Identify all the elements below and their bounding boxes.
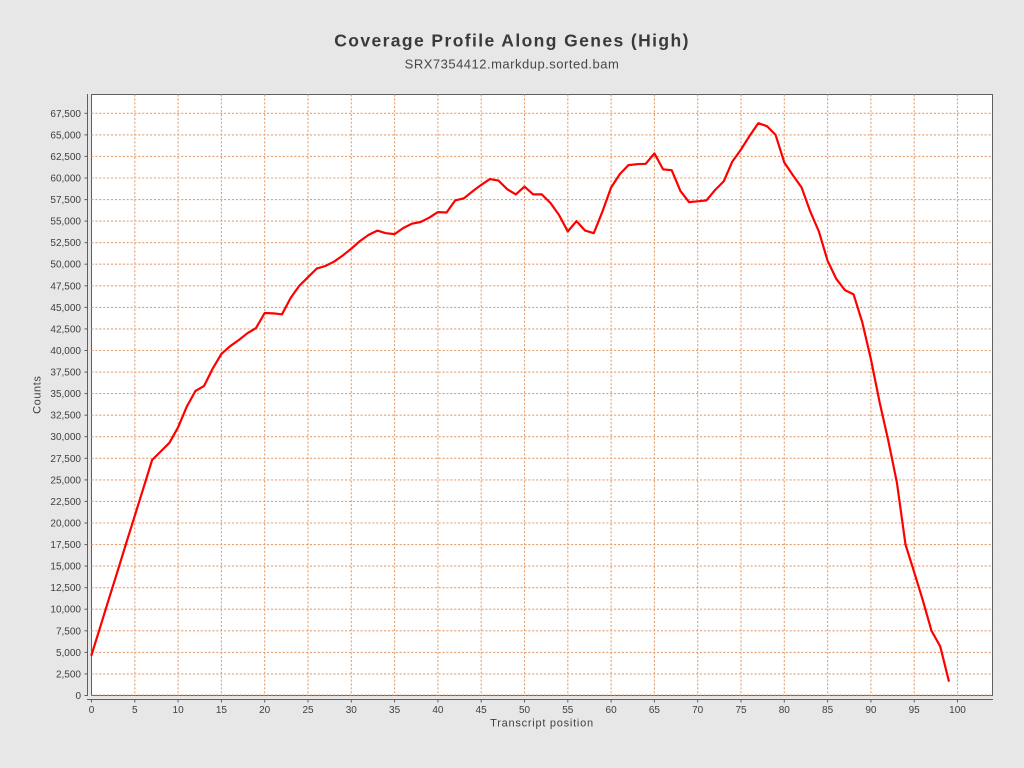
svg-text:85: 85 — [822, 705, 834, 716]
svg-text:10: 10 — [173, 705, 185, 716]
svg-text:60: 60 — [606, 705, 618, 716]
svg-text:0: 0 — [89, 705, 95, 716]
svg-text:17,500: 17,500 — [50, 540, 81, 551]
svg-text:32,500: 32,500 — [50, 411, 81, 422]
svg-text:5: 5 — [132, 705, 138, 716]
svg-text:0: 0 — [75, 691, 81, 702]
svg-text:90: 90 — [865, 705, 877, 716]
svg-text:65: 65 — [649, 705, 661, 716]
svg-text:57,500: 57,500 — [50, 195, 81, 206]
svg-text:35,000: 35,000 — [50, 389, 81, 400]
svg-text:25: 25 — [302, 705, 314, 716]
svg-text:55: 55 — [562, 705, 574, 716]
svg-text:10,000: 10,000 — [50, 605, 81, 616]
svg-text:37,500: 37,500 — [50, 368, 81, 379]
svg-text:45: 45 — [476, 705, 488, 716]
svg-text:52,500: 52,500 — [50, 238, 81, 249]
svg-text:60,000: 60,000 — [50, 174, 81, 185]
svg-text:Transcript position: Transcript position — [490, 718, 594, 730]
svg-text:27,500: 27,500 — [50, 454, 81, 465]
svg-text:50: 50 — [519, 705, 531, 716]
svg-text:Counts: Counts — [32, 375, 44, 413]
svg-text:30: 30 — [346, 705, 358, 716]
svg-text:100: 100 — [949, 705, 966, 716]
svg-text:SRX7354412.markdup.sorted.bam: SRX7354412.markdup.sorted.bam — [405, 57, 620, 72]
svg-text:55,000: 55,000 — [50, 217, 81, 228]
svg-text:80: 80 — [779, 705, 791, 716]
svg-text:15: 15 — [216, 705, 228, 716]
svg-text:40,000: 40,000 — [50, 346, 81, 357]
svg-text:35: 35 — [389, 705, 401, 716]
svg-text:95: 95 — [909, 705, 921, 716]
svg-text:2,500: 2,500 — [56, 669, 81, 680]
svg-text:15,000: 15,000 — [50, 562, 81, 573]
svg-text:45,000: 45,000 — [50, 303, 81, 314]
svg-text:70: 70 — [692, 705, 704, 716]
svg-text:5,000: 5,000 — [56, 648, 81, 659]
svg-text:47,500: 47,500 — [50, 281, 81, 292]
svg-text:67,500: 67,500 — [50, 109, 81, 120]
svg-text:Coverage Profile Along Genes (: Coverage Profile Along Genes (High) — [334, 31, 690, 51]
svg-text:25,000: 25,000 — [50, 475, 81, 486]
svg-text:22,500: 22,500 — [50, 497, 81, 508]
svg-text:40: 40 — [432, 705, 444, 716]
svg-text:42,500: 42,500 — [50, 324, 81, 335]
svg-text:20,000: 20,000 — [50, 519, 81, 530]
svg-text:75: 75 — [735, 705, 747, 716]
svg-text:7,500: 7,500 — [56, 626, 81, 637]
svg-text:30,000: 30,000 — [50, 432, 81, 443]
svg-text:12,500: 12,500 — [50, 583, 81, 594]
svg-text:50,000: 50,000 — [50, 260, 81, 271]
svg-text:20: 20 — [259, 705, 271, 716]
svg-text:65,000: 65,000 — [50, 130, 81, 141]
svg-text:62,500: 62,500 — [50, 152, 81, 163]
